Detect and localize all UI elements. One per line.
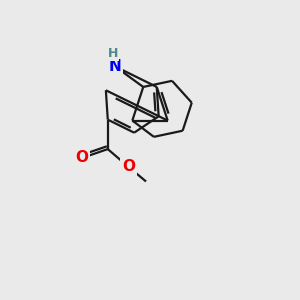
Text: O: O bbox=[76, 150, 89, 165]
Text: O: O bbox=[122, 159, 135, 174]
Text: N: N bbox=[108, 59, 121, 74]
Text: H: H bbox=[108, 47, 119, 60]
